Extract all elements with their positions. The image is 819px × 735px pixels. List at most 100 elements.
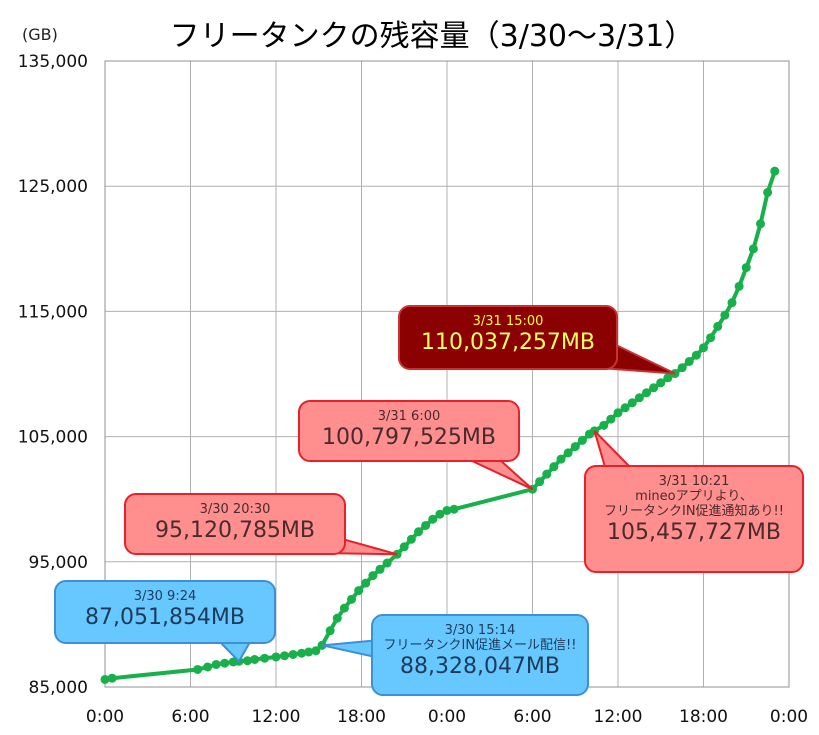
callout-time: 3/31 10:21 xyxy=(658,474,730,489)
y-axis-unit: (GB) xyxy=(22,25,58,44)
data-point xyxy=(421,520,431,530)
data-point xyxy=(713,321,723,331)
y-tick-labels: 85,000 95,000 105,000 115,000 125,000 135,000 xyxy=(18,52,88,698)
y-tick-label: 135,000 xyxy=(18,52,88,72)
data-points xyxy=(100,166,780,684)
data-point xyxy=(734,281,744,291)
data-point xyxy=(271,652,281,662)
data-point xyxy=(606,414,616,424)
data-point xyxy=(642,388,651,398)
x-tick-label: 0:00 xyxy=(770,707,808,727)
callout-3-30-0924: 3/30 9:24 87,051,854MB xyxy=(54,580,276,644)
data-point xyxy=(428,514,438,524)
data-point xyxy=(368,571,378,581)
data-point xyxy=(243,656,252,666)
x-tick-label: 6:00 xyxy=(513,707,551,727)
data-point xyxy=(332,613,342,623)
data-point xyxy=(549,462,559,472)
callout-value: 95,120,785MB xyxy=(154,517,316,543)
x-tick-label: 12:00 xyxy=(594,707,643,727)
data-point xyxy=(570,442,580,452)
callout-3-31-1021: 3/31 10:21 mineoアプリより、 フリータンクIN促進通知あり!! … xyxy=(584,465,804,573)
data-point xyxy=(325,626,335,636)
data-point xyxy=(620,403,630,413)
data-point xyxy=(542,469,552,479)
data-point xyxy=(649,383,659,393)
x-tick-label: 0:00 xyxy=(86,707,124,727)
callout-value: 100,797,525MB xyxy=(321,424,497,450)
data-point xyxy=(720,310,730,320)
y-tick-label: 125,000 xyxy=(18,177,88,197)
x-tick-label: 12:00 xyxy=(252,707,301,727)
callout-time: 3/30 15:14 xyxy=(444,623,516,638)
data-point xyxy=(656,378,666,388)
data-point xyxy=(613,408,623,418)
chart-title: フリータンクの残容量（3/30〜3/31） xyxy=(170,19,695,54)
data-point xyxy=(354,586,364,596)
callout-pointer xyxy=(469,459,534,491)
data-point xyxy=(577,435,587,445)
data-point xyxy=(684,356,694,366)
x-tick-label: 18:00 xyxy=(679,707,728,727)
data-point xyxy=(556,454,566,464)
y-tick-label: 95,000 xyxy=(29,553,88,573)
callout-3-31-0600: 3/31 6:00 100,797,525MB xyxy=(298,400,520,462)
data-point xyxy=(311,646,321,656)
data-point xyxy=(634,393,644,403)
data-point xyxy=(741,263,751,273)
data-point xyxy=(599,420,609,430)
data-point xyxy=(663,373,673,383)
callout-value: 88,328,047MB xyxy=(399,653,561,679)
data-point xyxy=(193,664,203,674)
callout-note: mineoアプリより、 xyxy=(635,488,753,504)
callout-time: 3/30 9:24 xyxy=(133,589,197,604)
callout-time: 3/30 20:30 xyxy=(199,502,271,517)
data-point xyxy=(706,333,716,343)
data-point xyxy=(107,673,117,683)
data-point xyxy=(727,298,737,308)
data-point xyxy=(699,343,708,353)
data-point xyxy=(535,477,545,487)
data-point xyxy=(770,166,780,176)
callout-value: 110,037,257MB xyxy=(420,329,596,355)
data-point xyxy=(763,187,773,197)
data-point xyxy=(756,219,765,229)
callout-note: フリータンクIN促進通知あり!! xyxy=(604,503,784,519)
data-point xyxy=(406,534,416,544)
data-point xyxy=(361,578,371,588)
data-point xyxy=(563,448,573,458)
data-point xyxy=(382,558,392,568)
callout-3-31-1500: 3/31 15:00 110,037,257MB xyxy=(398,305,618,370)
data-point xyxy=(297,648,307,658)
data-point xyxy=(288,649,298,659)
data-point xyxy=(435,509,445,519)
callout-pointers xyxy=(217,343,676,663)
data-point xyxy=(375,564,385,574)
data-point xyxy=(250,654,260,664)
data-point xyxy=(220,658,230,668)
callout-time: 3/31 15:00 xyxy=(472,314,544,329)
data-point xyxy=(304,647,314,657)
x-tick-label: 6:00 xyxy=(171,707,209,727)
data-point xyxy=(414,527,423,537)
y-tick-label: 105,000 xyxy=(18,428,88,448)
data-point xyxy=(399,542,409,552)
data-point xyxy=(211,659,221,669)
data-point xyxy=(748,244,758,254)
data-point xyxy=(677,363,687,373)
data-point xyxy=(280,651,290,661)
data-point xyxy=(691,350,701,360)
callout-3-30-1514: 3/30 15:14 フリータンクIN促進メール配信!! 88,328,047M… xyxy=(371,614,589,696)
data-point xyxy=(442,505,452,515)
y-tick-label: 85,000 xyxy=(29,678,88,698)
x-tick-labels: 0:00 6:00 12:00 18:00 0:00 6:00 12:00 18:00 0:00 xyxy=(86,707,808,727)
callout-value: 105,457,727MB xyxy=(606,519,782,545)
data-point xyxy=(203,662,213,672)
callout-3-30-2030: 3/30 20:30 95,120,785MB xyxy=(124,493,346,555)
y-tick-label: 115,000 xyxy=(18,302,88,322)
callout-note: フリータンクIN促進メール配信!! xyxy=(383,637,577,653)
data-point xyxy=(100,674,110,684)
data-point xyxy=(260,653,270,663)
data-point xyxy=(627,398,637,408)
